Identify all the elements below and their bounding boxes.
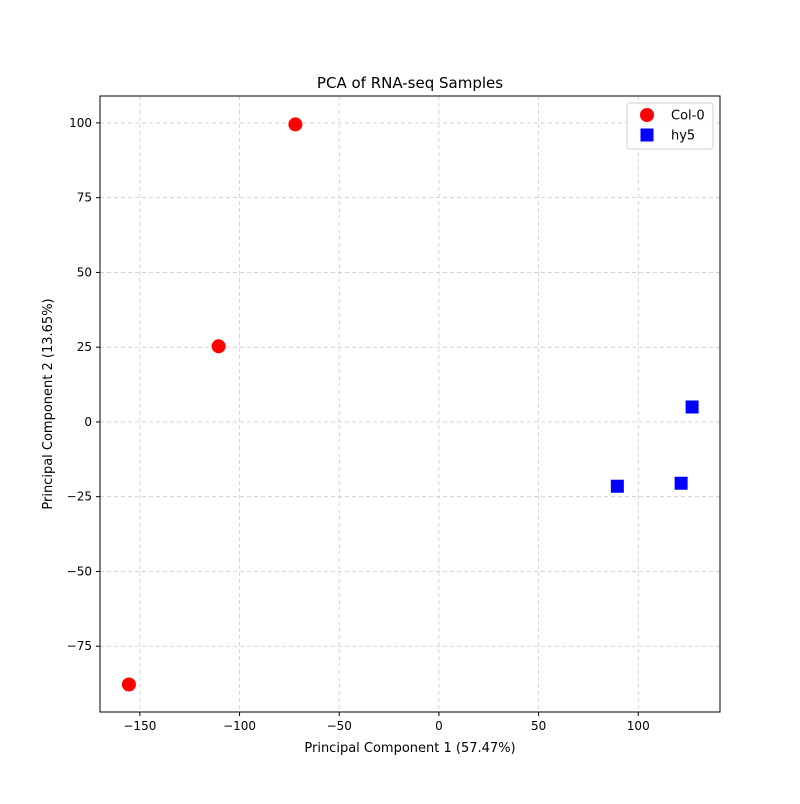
data-point-hy5 <box>674 476 688 490</box>
y-tick-label: −50 <box>67 564 92 578</box>
x-tick-label: 50 <box>531 719 546 733</box>
x-tick-label: 0 <box>435 719 443 733</box>
y-tick-label: 50 <box>77 265 92 279</box>
chart-title: PCA of RNA-seq Samples <box>317 74 503 92</box>
data-point-hy5 <box>685 400 699 414</box>
data-point-col-0 <box>211 339 226 354</box>
data-point-col-0 <box>121 677 136 692</box>
legend-label: Col-0 <box>671 109 705 124</box>
x-tick-label: −100 <box>223 719 256 733</box>
plot-frame <box>99 95 721 713</box>
legend-marker-col-0 <box>640 108 654 122</box>
y-tick-label: −25 <box>67 490 92 504</box>
y-tick-label: 75 <box>77 191 92 205</box>
legend: Col-0 hy5 <box>626 102 714 150</box>
x-axis-label: Principal Component 1 (57.47%) <box>304 741 515 756</box>
x-tick-label: −50 <box>327 719 352 733</box>
y-tick-label: 0 <box>84 415 92 429</box>
data-point-col-0 <box>288 117 303 132</box>
y-tick-label: −75 <box>67 639 92 653</box>
data-point-hy5 <box>610 479 624 493</box>
y-tick-label: 100 <box>69 116 92 130</box>
y-tick-label: 25 <box>77 340 92 354</box>
y-axis-label: Principal Component 2 (13.65%) <box>41 298 56 509</box>
x-tick-label: 100 <box>627 719 650 733</box>
legend-marker-hy5 <box>640 128 654 142</box>
axis-ticks: −150 −100 −50 0 50 100 −75 −50 −25 0 25 50 75 100 <box>67 116 650 733</box>
legend-label: hy5 <box>671 129 695 144</box>
data-points <box>121 117 699 692</box>
grid <box>100 96 720 712</box>
x-tick-label: −150 <box>123 719 156 733</box>
